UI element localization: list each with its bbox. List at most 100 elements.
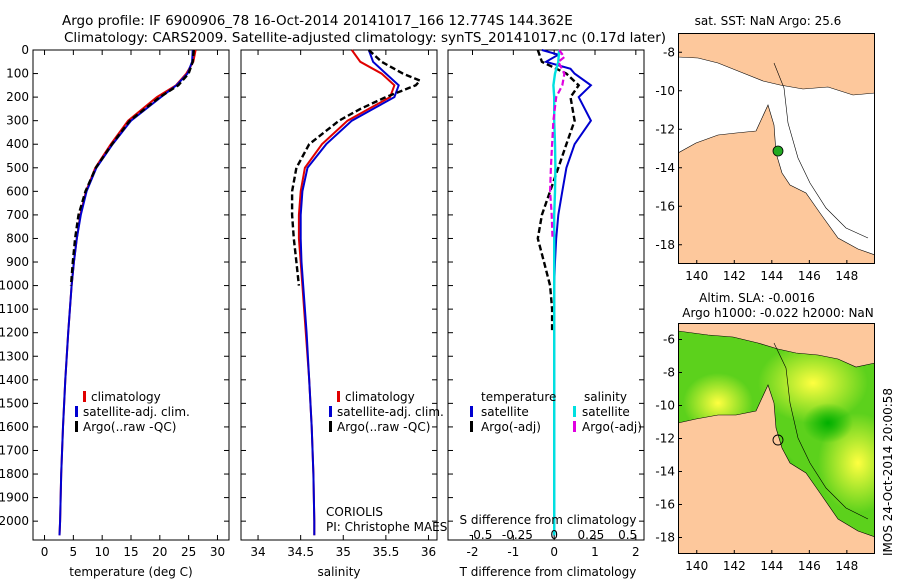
x-tick-label: 35 (336, 545, 351, 559)
coriolis-label: CORIOLIS (326, 505, 383, 519)
s-tick-label: 0 (550, 528, 558, 542)
series-line (536, 49, 581, 333)
figure-title-line1: Argo profile: IF 6900906_78 16-Oct-2014 … (62, 13, 573, 29)
series-line (552, 49, 561, 536)
legend-swatch-satellite (75, 406, 78, 417)
s-tick-label: 0.25 (578, 528, 605, 542)
y-tick-label: 0 (21, 43, 29, 57)
legend-swatch-sal-satellite (573, 406, 576, 417)
y-tick-label: 1100 (0, 302, 29, 316)
s-tick-label: -0.5 (469, 528, 492, 542)
map-x-tick-label: 148 (835, 559, 858, 573)
map-y-tick-label: -8 (663, 45, 675, 59)
legend-swatch-argo (329, 421, 332, 432)
legend-label-climatology: climatology (91, 390, 161, 404)
map-x-tick-label: 140 (685, 559, 708, 573)
x-tick-label: 0 (550, 545, 558, 559)
legend-swatch-temp-satellite (470, 406, 473, 417)
legend-title-temperature: temperature (481, 390, 556, 404)
temperature-legend: climatology satellite-adj. clim. Argo(..… (75, 390, 190, 434)
map-x-tick-label: 142 (723, 559, 746, 573)
x-tick-label: 25 (181, 545, 196, 559)
argo-position-marker (772, 434, 784, 446)
map-y-tick-label: -10 (655, 84, 675, 98)
map-x-tick-label: 146 (798, 559, 821, 573)
salinity-xlabel: salinity (317, 565, 360, 579)
x-tick-label: 10 (95, 545, 110, 559)
sla-map-title-line2: Argo h1000: -0.022 h2000: NaN (682, 306, 874, 320)
y-tick-label: 2000 (0, 514, 29, 528)
legend-label-argo: Argo(..raw -QC) (83, 420, 176, 434)
legend-swatch-argo (75, 421, 78, 432)
difference-xlabel-top: S difference from climatology (460, 513, 637, 527)
series-line (548, 49, 566, 239)
y-tick-label: 400 (6, 137, 29, 151)
sst-map-title: sat. SST: NaN Argo: 25.6 (695, 14, 842, 28)
difference-panel-frame (447, 49, 645, 541)
series-line (299, 49, 400, 536)
pi-label: PI: Christophe MAES (326, 520, 447, 534)
y-tick-label: 1200 (0, 326, 29, 340)
sla-map (678, 323, 875, 554)
legend-swatch-temp-argo (470, 421, 473, 432)
sst-map-ticks: 140 142 144 146 148 -8 -10 -12 -14 -16 -18 (655, 45, 858, 283)
legend-swatch-sal-argo (573, 421, 576, 432)
legend-label-satellite: satellite-adj. clim. (337, 405, 444, 419)
x-tick-label: 20 (152, 545, 167, 559)
temperature-xlabel: temperature (deg C) (69, 565, 192, 579)
map-y-tick-label: -8 (663, 366, 675, 380)
legend-label-sal-satellite: satellite (582, 405, 630, 419)
map-y-tick-label: -18 (655, 531, 675, 545)
y-tick-label: 800 (6, 231, 29, 245)
map-x-tick-label: 142 (723, 269, 746, 283)
map-x-tick-label: 144 (760, 269, 783, 283)
x-tick-label: 34 (250, 545, 265, 559)
y-tick-label: 900 (6, 255, 29, 269)
y-tick-label: 1400 (0, 373, 29, 387)
legend-label-temp-argo: Argo(-adj) (481, 420, 541, 434)
y-tick-label: 1000 (0, 279, 29, 293)
y-tick-label: 300 (6, 114, 29, 128)
legend-label-sal-argo: Argo(-adj) (582, 420, 642, 434)
x-tick-label: 15 (123, 545, 138, 559)
difference-legend: temperature salinity satellite Argo(-adj… (470, 390, 642, 434)
map-y-tick-label: -16 (655, 498, 675, 512)
sla-low-2 (803, 403, 853, 443)
shelf-contour (773, 342, 869, 520)
sst-map (678, 33, 875, 264)
y-tick-label: 200 (6, 90, 29, 104)
x-tick-label: 30 (210, 545, 225, 559)
difference-plot: -2 -1 0 1 2 -0.5 -0.25 0 0.25 0.5 (448, 49, 644, 559)
map-x-tick-label: 140 (685, 269, 708, 283)
x-tick-label: 0 (41, 545, 49, 559)
map-x-tick-label: 146 (798, 269, 821, 283)
s-tick-label: 0.5 (618, 528, 637, 542)
y-tick-label: 1300 (0, 349, 29, 363)
y-tick-label: 1500 (0, 396, 29, 410)
png-land (678, 33, 875, 96)
sla-high-1 (758, 343, 868, 423)
x-tick-label: 2 (632, 545, 640, 559)
x-tick-label: -1 (507, 545, 519, 559)
sla-map-ticks: 140 142 144 146 148 -6 -8 -10 -12 -14 -16 -18 (655, 333, 858, 574)
x-tick-label: 1 (591, 545, 599, 559)
map-y-tick-label: -18 (655, 238, 675, 252)
legend-label-climatology: climatology (345, 390, 415, 404)
x-tick-label: -2 (467, 545, 479, 559)
imos-timestamp: IMOS 24-Oct-2014 20:00:58 (881, 388, 895, 556)
map-y-tick-label: -12 (655, 432, 675, 446)
map-y-tick-label: -10 (655, 399, 675, 413)
x-tick-label: 36 (421, 545, 436, 559)
map-y-tick-label: -16 (655, 199, 675, 213)
y-tick-label: 500 (6, 161, 29, 175)
legend-swatch-satellite (329, 406, 332, 417)
map-y-tick-label: -6 (663, 333, 675, 347)
y-tick-label: 700 (6, 208, 29, 222)
sla-map-title-line1: Altim. SLA: -0.0016 (699, 291, 815, 305)
temperature-plot: 0 5 10 15 20 25 300100200300400500600700800900… (0, 43, 229, 559)
legend-swatch-climatology (337, 391, 340, 402)
x-tick-label: 5 (70, 545, 78, 559)
legend-label-temp-satellite: satellite (481, 405, 529, 419)
legend-label-satellite: satellite-adj. clim. (83, 405, 190, 419)
shelf-contour (773, 62, 869, 239)
